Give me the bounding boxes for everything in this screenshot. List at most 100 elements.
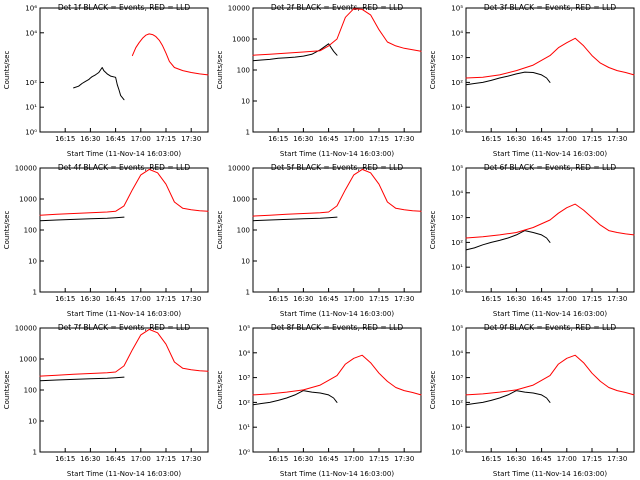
x-tick-label: 17:15 <box>582 135 602 143</box>
detector-plot: Det 8f BLACK = Events, RED = LLD Counts/s… <box>216 323 422 478</box>
y-axis-label: Counts/sec <box>3 371 11 410</box>
x-tick-label: 16:45 <box>106 455 126 463</box>
y-tick-label: 10⁵ <box>451 165 463 173</box>
x-tick-label: 16:45 <box>106 135 126 143</box>
y-tick-label: 10⁰ <box>451 289 463 297</box>
y-tick-label: 10000 <box>228 5 250 13</box>
x-tick-label: 16:15 <box>55 295 75 303</box>
x-axis-label: Start Time (11-Nov-14 16:03:00) <box>280 150 394 158</box>
x-tick-label: 17:15 <box>582 455 602 463</box>
events-series-line <box>465 230 551 251</box>
y-tick-label: 10 <box>241 258 250 266</box>
x-tick-label: 16:45 <box>106 295 126 303</box>
lld-series-line <box>252 168 422 217</box>
detector-plot: Det 1f BLACK = Events, RED = LLD Counts/s… <box>3 3 209 158</box>
x-tick-label: 16:30 <box>293 135 313 143</box>
x-tick-label: 17:15 <box>156 135 176 143</box>
detector-plot: Det 4f BLACK = Events, RED = LLD Counts/s… <box>3 163 209 318</box>
lld-series-line <box>39 328 209 377</box>
x-tick-label: 17:00 <box>344 295 364 303</box>
x-tick-label: 16:45 <box>532 455 552 463</box>
plot-frame <box>39 167 209 293</box>
y-tick-label: 10¹ <box>451 424 463 432</box>
lld-series-line <box>252 354 422 396</box>
plot-frame <box>252 7 422 133</box>
detector-plot: Det 2f BLACK = Events, RED = LLD Counts/s… <box>216 3 422 158</box>
y-tick-label: 10⁰ <box>25 129 37 137</box>
x-axis-label: Start Time (11-Nov-14 16:03:00) <box>280 470 394 478</box>
plot-frame <box>465 327 635 453</box>
x-tick-label: 17:15 <box>156 455 176 463</box>
x-tick-label: 17:30 <box>607 135 627 143</box>
y-tick-label: 1000 <box>19 196 37 204</box>
x-axis-label: Start Time (11-Nov-14 16:03:00) <box>493 310 607 318</box>
plot-title: Det 7f BLACK = Events, RED = LLD <box>58 323 191 332</box>
plot-title: Det 1f BLACK = Events, RED = LLD <box>58 3 191 12</box>
x-tick-label: 17:15 <box>582 295 602 303</box>
plot-title: Det 3f BLACK = Events, RED = LLD <box>484 3 617 12</box>
y-tick-label: 10⁰ <box>451 129 463 137</box>
y-tick-label: 1 <box>33 449 37 457</box>
y-tick-label: 10³ <box>238 374 250 382</box>
plot-title: Det 8f BLACK = Events, RED = LLD <box>271 323 404 332</box>
plot-title: Det 9f BLACK = Events, RED = LLD <box>484 323 617 332</box>
y-tick-label: 10⁴ <box>238 349 250 357</box>
plot-frame <box>39 327 209 453</box>
x-tick-label: 17:30 <box>181 295 201 303</box>
x-tick-label: 17:00 <box>344 135 364 143</box>
y-tick-label: 1 <box>33 289 37 297</box>
y-tick-label: 100 <box>24 227 37 235</box>
plot-title: Det 6f BLACK = Events, RED = LLD <box>484 163 617 172</box>
plot-title: Det 4f BLACK = Events, RED = LLD <box>58 163 191 172</box>
events-series-line <box>39 216 125 222</box>
x-tick-label: 16:45 <box>532 295 552 303</box>
events-series-line <box>73 67 125 101</box>
y-tick-label: 10⁴ <box>25 29 37 37</box>
x-tick-label: 17:15 <box>156 295 176 303</box>
y-tick-label: 100 <box>24 387 37 395</box>
x-tick-label: 16:30 <box>80 295 100 303</box>
x-tick-label: 16:45 <box>532 135 552 143</box>
y-tick-label: 10² <box>25 79 37 87</box>
x-tick-label: 16:30 <box>506 295 526 303</box>
y-tick-label: 10 <box>241 98 250 106</box>
events-series-line <box>465 71 551 86</box>
x-axis-label: Start Time (11-Nov-14 16:03:00) <box>67 150 181 158</box>
plot-frame <box>465 167 635 293</box>
plot-title: Det 2f BLACK = Events, RED = LLD <box>271 3 404 12</box>
y-tick-label: 1 <box>246 289 250 297</box>
x-tick-label: 16:30 <box>293 455 313 463</box>
detector-plot: Det 5f BLACK = Events, RED = LLD Counts/s… <box>216 163 422 318</box>
x-axis-label: Start Time (11-Nov-14 16:03:00) <box>67 470 181 478</box>
y-tick-label: 10² <box>238 399 250 407</box>
y-tick-label: 10² <box>451 79 463 87</box>
plot-frame <box>39 7 209 133</box>
y-tick-label: 10⁴ <box>451 189 463 197</box>
y-tick-label: 1 <box>246 129 250 137</box>
x-tick-label: 17:30 <box>607 455 627 463</box>
x-tick-label: 16:30 <box>80 135 100 143</box>
x-tick-label: 17:15 <box>369 455 389 463</box>
y-tick-label: 10¹ <box>25 104 37 112</box>
x-tick-label: 16:15 <box>268 135 288 143</box>
x-tick-label: 17:30 <box>394 455 414 463</box>
y-tick-label: 10⁰ <box>238 449 250 457</box>
lld-series-line <box>39 168 209 216</box>
y-tick-label: 10 <box>28 258 37 266</box>
plot-title: Det 5f BLACK = Events, RED = LLD <box>271 163 404 172</box>
x-tick-label: 16:15 <box>268 295 288 303</box>
y-tick-label: 1000 <box>232 196 250 204</box>
y-tick-label: 10⁶ <box>25 5 37 13</box>
x-tick-label: 17:15 <box>369 295 389 303</box>
x-tick-label: 16:45 <box>319 135 339 143</box>
x-tick-label: 17:00 <box>131 135 151 143</box>
x-tick-label: 16:15 <box>55 455 75 463</box>
y-tick-label: 10³ <box>451 54 463 62</box>
lld-series-line <box>465 354 635 396</box>
lld-series-line <box>252 8 422 56</box>
y-tick-label: 10⁵ <box>451 325 463 333</box>
x-tick-label: 16:30 <box>506 135 526 143</box>
x-tick-label: 17:00 <box>557 295 577 303</box>
x-axis-label: Start Time (11-Nov-14 16:03:00) <box>67 310 181 318</box>
y-tick-label: 10² <box>451 239 463 247</box>
